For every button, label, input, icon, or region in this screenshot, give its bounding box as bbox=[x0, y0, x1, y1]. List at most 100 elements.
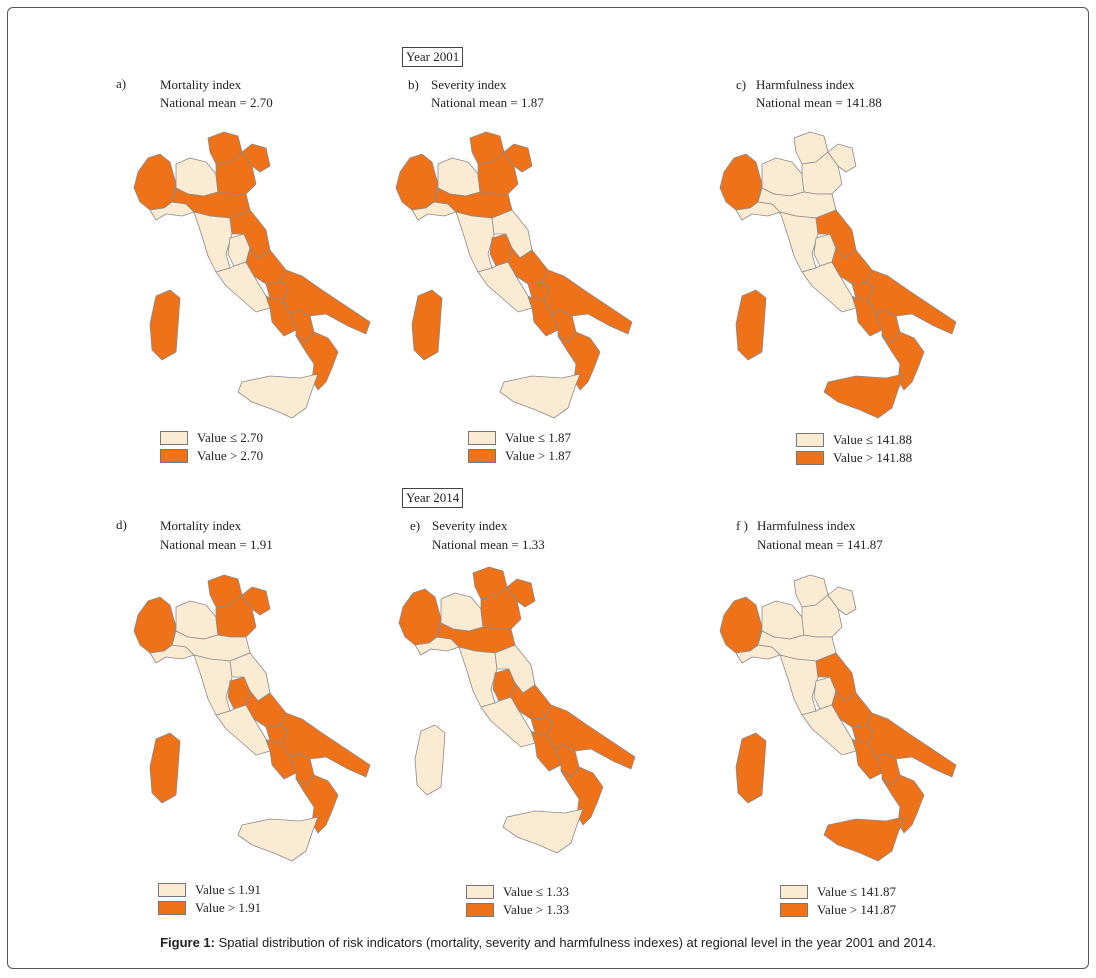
region-lombardia bbox=[437, 157, 481, 197]
legend-swatch-high bbox=[160, 449, 188, 463]
legend-swatch-low bbox=[160, 431, 188, 445]
region-veneto bbox=[480, 586, 522, 630]
figure-frame bbox=[7, 7, 1089, 969]
region-calabria bbox=[557, 331, 601, 391]
region-friuli bbox=[503, 143, 533, 173]
legend-swatch-high bbox=[796, 451, 824, 465]
region-sardegna bbox=[149, 289, 181, 361]
panel-title: Mortality index bbox=[160, 77, 242, 92]
italy-region-map bbox=[133, 131, 371, 419]
region-piemonte bbox=[133, 596, 177, 654]
region-calabria bbox=[295, 331, 339, 391]
panel-title: Severity index bbox=[432, 518, 508, 533]
italy-region-map bbox=[719, 131, 957, 419]
region-veneto bbox=[215, 594, 257, 638]
legend-label-high: Value > 1.91 bbox=[195, 900, 262, 915]
region-lombardia bbox=[761, 600, 805, 640]
panel-d-mortality-2014: d) Mortality index National mean = 1.91 … bbox=[110, 511, 410, 951]
region-friuli bbox=[506, 578, 536, 608]
region-friuli bbox=[241, 143, 271, 173]
national-mean: National mean = 1.87 bbox=[431, 95, 544, 110]
panel-f-harmfulness-2014: f ) Harmfulness index National mean = 14… bbox=[700, 511, 1000, 951]
national-mean: National mean = 1.33 bbox=[432, 537, 545, 552]
region-toscana bbox=[193, 654, 233, 716]
legend-label-high: Value > 141.87 bbox=[817, 902, 897, 917]
region-sardegna bbox=[411, 289, 443, 361]
region-puglia bbox=[279, 712, 371, 778]
panel-b-severity-2001: b) Severity index National mean = 1.87 V… bbox=[380, 70, 680, 510]
legend-swatch-low bbox=[796, 433, 824, 447]
italy-region-map bbox=[719, 574, 957, 862]
region-friuli bbox=[827, 586, 857, 616]
legend-swatch-high bbox=[466, 903, 494, 917]
region-sicilia bbox=[823, 373, 905, 419]
national-mean: National mean = 2.70 bbox=[160, 95, 273, 110]
region-puglia bbox=[541, 269, 633, 335]
panel-title: Harmfulness index bbox=[756, 77, 855, 92]
region-puglia bbox=[544, 704, 636, 770]
legend-label-high: Value > 2.70 bbox=[197, 448, 264, 463]
legend-swatch-low bbox=[158, 883, 186, 897]
region-calabria bbox=[881, 774, 925, 834]
region-sicilia bbox=[237, 373, 319, 419]
region-piemonte bbox=[719, 153, 763, 211]
region-sardegna bbox=[735, 732, 767, 804]
panel-title: Mortality index bbox=[160, 518, 242, 533]
region-sicilia bbox=[823, 816, 905, 862]
panel-e-severity-2014: e) Severity index National mean = 1.33 V… bbox=[380, 511, 680, 951]
legend-label-low: Value ≤ 141.88 bbox=[833, 432, 912, 447]
year-label-2001: Year 2001 bbox=[402, 47, 464, 67]
panel-title: Harmfulness index bbox=[757, 518, 856, 533]
legend-label-high: Value > 141.88 bbox=[833, 450, 913, 465]
figure-caption-label: Figure 1: bbox=[160, 935, 215, 950]
figure-caption: Figure 1: Spatial distribution of risk i… bbox=[0, 935, 1096, 950]
region-lombardia bbox=[175, 600, 219, 640]
panel-title: Severity index bbox=[431, 77, 507, 92]
region-lombardia bbox=[440, 592, 484, 632]
legend-label-low: Value ≤ 2.70 bbox=[197, 430, 263, 445]
region-veneto bbox=[801, 594, 843, 638]
italy-region-map bbox=[398, 566, 636, 854]
year-label-2014: Year 2014 bbox=[402, 488, 464, 508]
region-veneto bbox=[215, 151, 257, 195]
panel-letter: f ) bbox=[736, 518, 748, 533]
legend-label-low: Value ≤ 1.87 bbox=[505, 430, 571, 445]
italy-region-map bbox=[133, 574, 371, 862]
region-piemonte bbox=[719, 596, 763, 654]
legend-label-low: Value ≤ 141.87 bbox=[817, 884, 896, 899]
legend-swatch-high bbox=[468, 449, 496, 463]
region-puglia bbox=[279, 269, 371, 335]
panel-letter: b) bbox=[408, 77, 419, 92]
legend-label-high: Value > 1.87 bbox=[505, 448, 572, 463]
region-sicilia bbox=[502, 808, 584, 854]
region-puglia bbox=[865, 712, 957, 778]
figure-caption-text: Spatial distribution of risk indicators … bbox=[218, 935, 936, 950]
legend-swatch-high bbox=[158, 901, 186, 915]
legend-swatch-low bbox=[468, 431, 496, 445]
panel-c-harmfulness-2001: c) Harmfulness index National mean = 141… bbox=[700, 70, 1000, 510]
panel-letter: a) bbox=[116, 76, 127, 91]
region-sardegna bbox=[735, 289, 767, 361]
legend-label-low: Value ≤ 1.91 bbox=[195, 882, 261, 897]
region-sicilia bbox=[237, 816, 319, 862]
region-piemonte bbox=[395, 153, 439, 211]
national-mean: National mean = 141.87 bbox=[757, 537, 883, 552]
panel-letter: e) bbox=[410, 518, 421, 533]
panel-a-mortality-2001: a) Mortality index National mean = 2.70 … bbox=[110, 70, 410, 510]
panel-letter: d) bbox=[116, 517, 127, 532]
region-sardegna bbox=[149, 732, 181, 804]
legend-swatch-low bbox=[780, 885, 808, 899]
region-puglia bbox=[865, 269, 957, 335]
region-toscana bbox=[193, 211, 233, 273]
region-veneto bbox=[477, 151, 519, 195]
panel-letter: c) bbox=[736, 77, 747, 92]
region-toscana bbox=[779, 211, 819, 273]
region-toscana bbox=[458, 646, 498, 708]
national-mean: National mean = 1.91 bbox=[160, 537, 273, 552]
region-piemonte bbox=[133, 153, 177, 211]
legend-swatch-low bbox=[466, 885, 494, 899]
region-piemonte bbox=[398, 588, 442, 646]
region-lombardia bbox=[761, 157, 805, 197]
legend-swatch-high bbox=[780, 903, 808, 917]
region-sardegna bbox=[414, 724, 446, 796]
